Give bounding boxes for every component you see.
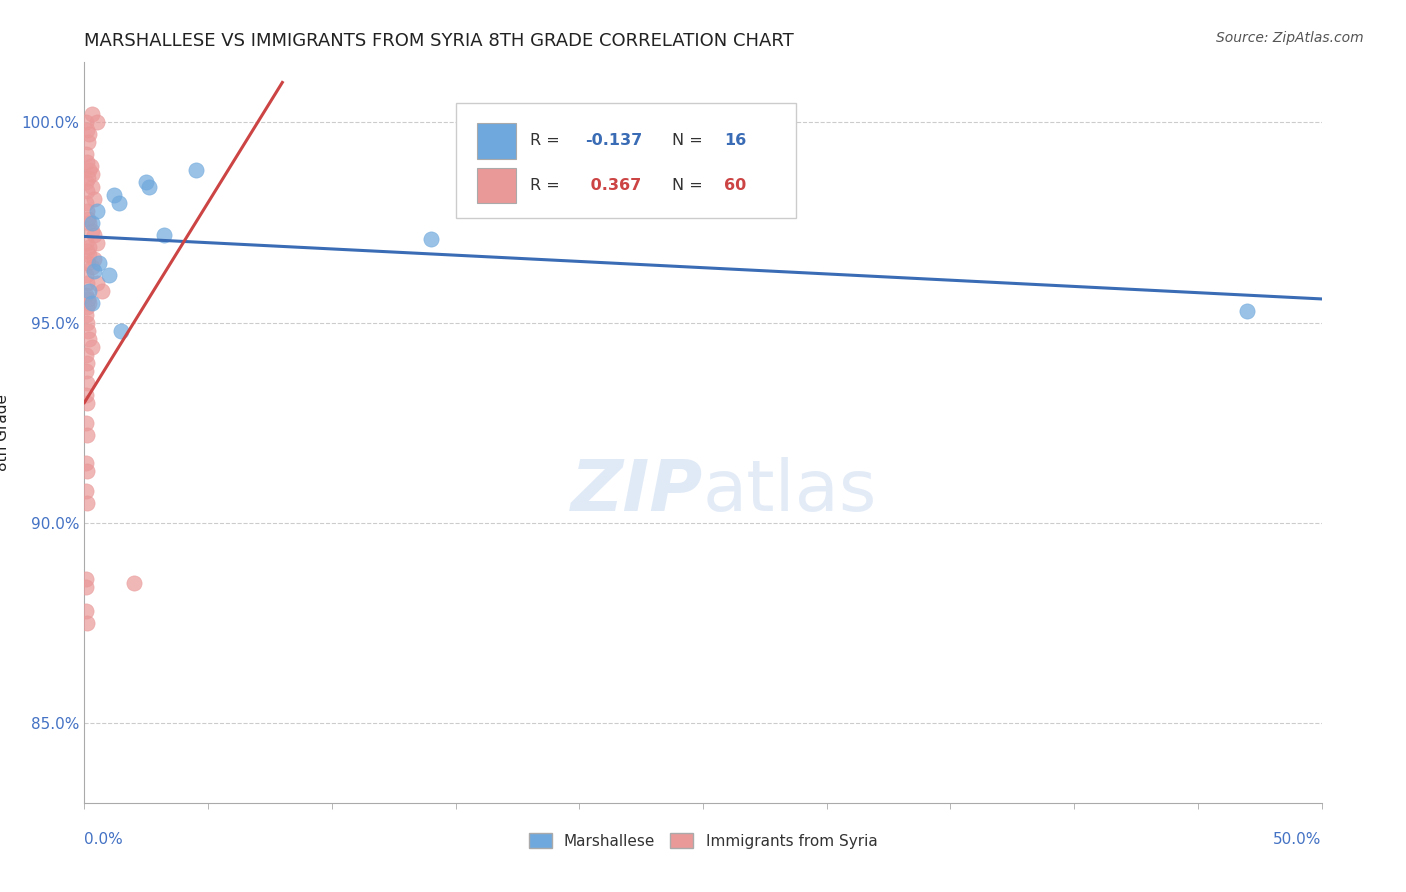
Point (98, 268, 121, 282)
Legend: Marshallese, Immigrants from Syria: Marshallese, Immigrants from Syria (523, 826, 883, 855)
Point (135, 176, 157, 190)
Text: N =: N = (672, 134, 709, 148)
Point (75, 348, 97, 362)
Point (80, 215, 103, 229)
Text: 16: 16 (724, 134, 747, 148)
Point (80, 179, 103, 194)
Point (122, 575, 145, 590)
Point (89, 255, 111, 269)
Point (77, 292, 100, 306)
Point (75, 308, 97, 322)
Point (76, 395, 98, 409)
Point (75, 115, 97, 129)
Point (419, 231, 441, 245)
Point (76, 464, 98, 478)
Point (76, 316, 98, 330)
Bar (477, 168, 516, 203)
Point (75, 580, 97, 594)
Point (76, 203, 98, 218)
Point (152, 227, 174, 242)
Point (76, 355, 98, 369)
Point (77, 324, 100, 338)
Point (76, 276, 98, 290)
Point (79, 295, 101, 310)
Point (80, 340, 103, 354)
Point (76, 244, 98, 258)
Point (103, 187, 125, 202)
Text: N =: N = (672, 178, 709, 193)
Point (76, 496, 98, 510)
Bar (477, 123, 516, 159)
Text: 0.367: 0.367 (585, 178, 641, 193)
Point (76, 427, 98, 442)
Point (76, 123, 98, 137)
Point (86, 115, 108, 129)
Point (76, 184, 98, 198)
Point (80, 223, 103, 237)
Point (75, 572, 97, 586)
Point (75, 287, 97, 301)
Point (75, 483, 97, 498)
Point (138, 179, 160, 194)
Point (80, 107, 103, 121)
Point (79, 128, 101, 142)
Point (75, 604, 97, 618)
Point (76, 615, 98, 630)
Point (75, 363, 97, 377)
Point (86, 276, 108, 290)
Point (110, 324, 132, 338)
Point (75, 387, 97, 401)
Text: atlas: atlas (703, 458, 877, 526)
FancyBboxPatch shape (456, 103, 796, 218)
Point (75, 268, 97, 282)
Point (80, 168, 103, 182)
Point (75, 195, 97, 210)
Point (79, 160, 101, 174)
Point (79, 332, 101, 346)
Point (75, 416, 97, 430)
Text: 60: 60 (724, 178, 747, 193)
Point (184, 163, 207, 178)
Point (75, 456, 97, 470)
Point (83, 252, 105, 266)
Point (76, 376, 98, 390)
Point (80, 260, 103, 274)
Point (79, 284, 101, 298)
Point (77, 171, 100, 186)
Point (77, 136, 100, 150)
Y-axis label: 8th Grade: 8th Grade (0, 394, 10, 471)
Text: ZIP: ZIP (571, 458, 703, 526)
Text: MARSHALLESE VS IMMIGRANTS FROM SYRIA 8TH GRADE CORRELATION CHART: MARSHALLESE VS IMMIGRANTS FROM SYRIA 8TH… (84, 32, 794, 50)
Text: Source: ZipAtlas.com: Source: ZipAtlas.com (1216, 31, 1364, 45)
Text: R =: R = (530, 178, 565, 193)
Point (75, 147, 97, 161)
Point (79, 247, 101, 261)
Point (108, 195, 131, 210)
Point (76, 155, 98, 169)
Point (76, 300, 98, 314)
Point (75, 235, 97, 250)
Point (83, 263, 105, 277)
Point (79, 215, 101, 229)
Point (83, 227, 105, 242)
Text: 0.0%: 0.0% (84, 832, 124, 847)
Point (83, 192, 105, 206)
Point (80, 295, 103, 310)
Text: 50.0%: 50.0% (1274, 832, 1322, 847)
Point (1236, 303, 1258, 318)
Point (86, 235, 108, 250)
Text: -0.137: -0.137 (585, 134, 643, 148)
Point (79, 239, 101, 253)
Point (90, 284, 112, 298)
Point (77, 211, 100, 226)
Point (77, 255, 100, 269)
Text: R =: R = (530, 134, 565, 148)
Point (79, 163, 101, 178)
Point (75, 176, 97, 190)
Point (86, 203, 108, 218)
